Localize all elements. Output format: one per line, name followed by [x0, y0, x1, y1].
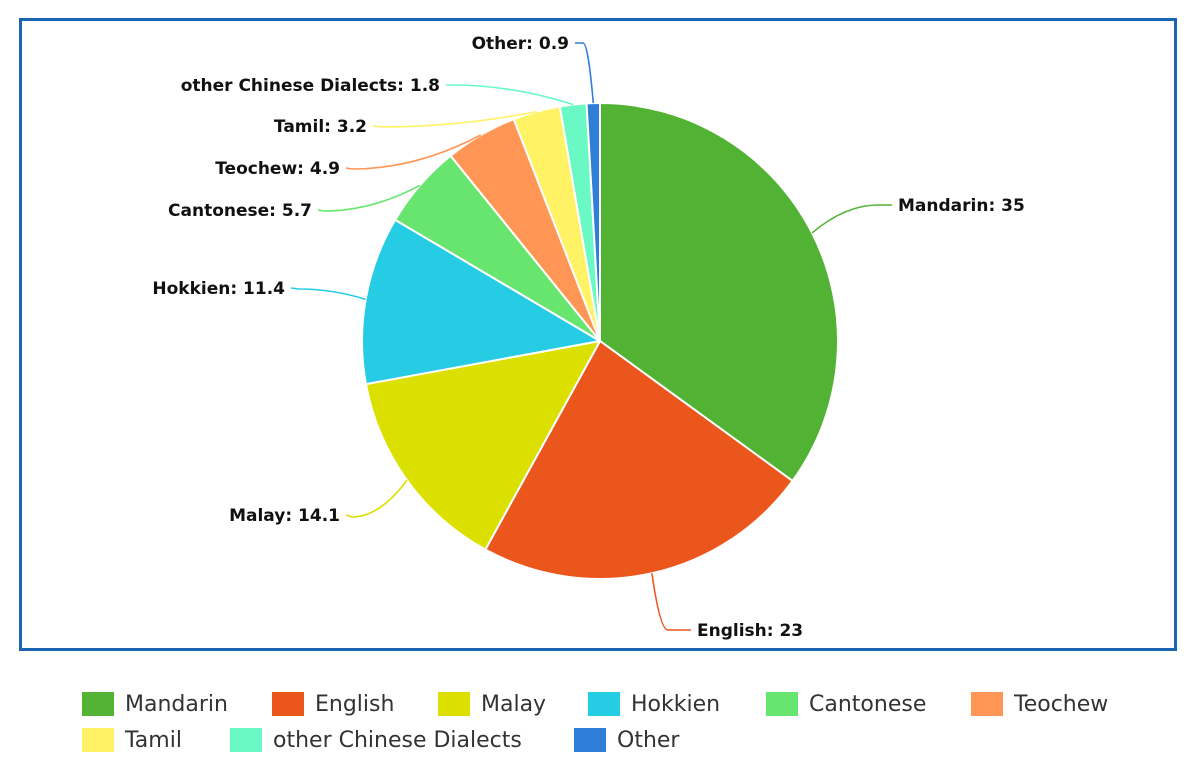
connector-cantonese — [317, 184, 421, 212]
data-labels: Mandarin: 35 English: 23 Malay: 14.1 Hokkie… — [152, 34, 1024, 641]
legend-label: Cantonese — [809, 691, 927, 717]
chart-frame: Mandarin: 35 English: 23 Malay: 14.1 Hokkie… — [19, 18, 1177, 651]
legend-item-malay[interactable]: Malay — [438, 690, 546, 718]
data-label-english: English: 23 — [697, 621, 803, 641]
legend-item-teochew[interactable]: Teochew — [971, 690, 1108, 718]
legend-item-other[interactable]: Other — [574, 726, 679, 754]
legend-item-tamil[interactable]: Tamil — [82, 726, 182, 754]
pie-slices — [361, 102, 839, 580]
data-label-cantonese: Cantonese: 5.7 — [168, 201, 312, 221]
legend-swatch — [574, 728, 606, 752]
legend-label: other Chinese Dialects — [273, 727, 522, 753]
connector-other — [575, 42, 595, 104]
data-label-other: Other: 0.9 — [472, 34, 569, 54]
connector-other-chinese-dialects — [446, 84, 574, 106]
data-label-teochew: Teochew: 4.9 — [215, 159, 340, 179]
data-label-mandarin: Mandarin: 35 — [898, 196, 1025, 216]
legend-swatch — [82, 692, 114, 716]
connector-hokkien — [290, 287, 366, 301]
legend-item-cantonese[interactable]: Cantonese — [766, 690, 926, 718]
legend-label: Malay — [481, 691, 547, 717]
legend-swatch — [766, 692, 798, 716]
connector-mandarin — [811, 204, 892, 234]
legend-item-hokkien[interactable]: Hokkien — [588, 690, 720, 718]
legend-swatch — [82, 728, 114, 752]
connector-english — [651, 573, 691, 631]
data-label-tamil: Tamil: 3.2 — [274, 117, 367, 137]
legend-swatch — [438, 692, 470, 716]
pie-slice-mandarin[interactable] — [599, 102, 839, 482]
legend-swatch — [971, 692, 1003, 716]
legend-swatch — [230, 728, 262, 752]
legend-label: Hokkien — [631, 691, 721, 717]
legend-swatch — [588, 692, 620, 716]
legend-item-mandarin[interactable]: Mandarin — [82, 690, 228, 718]
data-label-malay: Malay: 14.1 — [229, 506, 340, 526]
connector-tamil — [372, 110, 537, 128]
data-label-other-chinese-dialects: other Chinese Dialects: 1.8 — [181, 76, 440, 96]
connector-teochew — [345, 134, 482, 170]
legend-item-other-chinese-dialects[interactable]: other Chinese Dialects — [230, 726, 522, 754]
legend-item-english[interactable]: English — [272, 690, 394, 718]
pie-slice-malay[interactable] — [364, 340, 601, 551]
pie-chart: Mandarin: 35 English: 23 Malay: 14.1 Hokkie… — [152, 34, 1024, 641]
pie-slice-english[interactable] — [484, 340, 794, 580]
connector-malay — [345, 479, 408, 518]
legend-label: Other — [617, 727, 680, 753]
legend-label: Tamil — [125, 727, 182, 753]
label-connectors — [290, 42, 892, 631]
legend-label: Mandarin — [125, 691, 228, 717]
legend-swatch — [272, 692, 304, 716]
legend-label: Teochew — [1014, 691, 1109, 717]
pie-slice-other[interactable] — [585, 102, 601, 342]
data-label-hokkien: Hokkien: 11.4 — [152, 279, 285, 299]
legend-label: English — [315, 691, 395, 717]
